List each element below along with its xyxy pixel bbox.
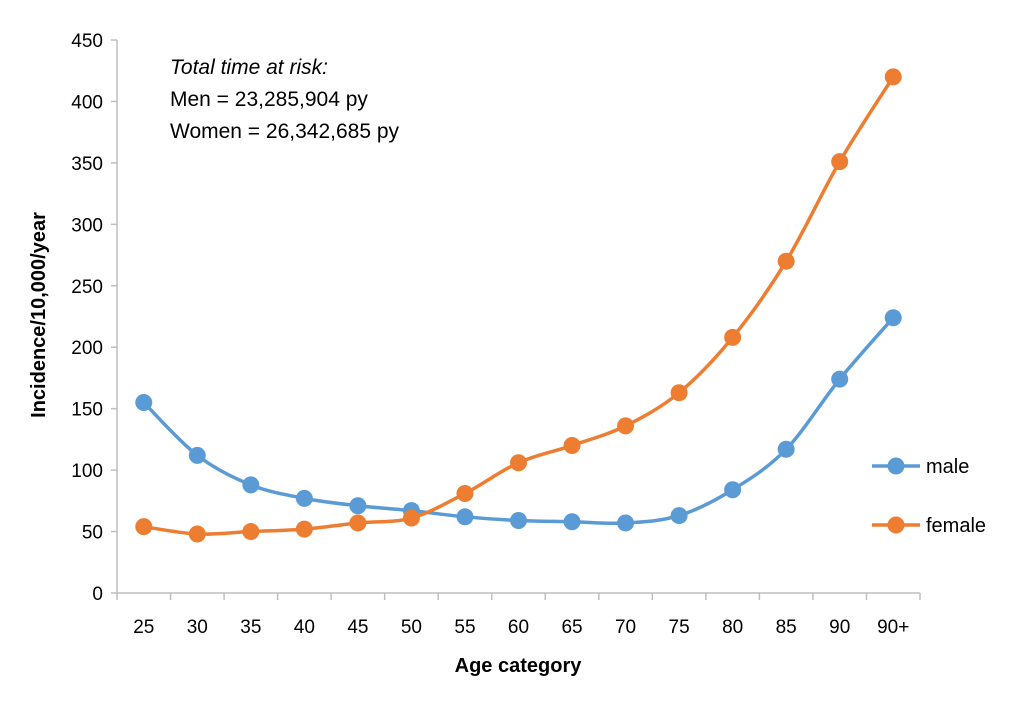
- x-tick-label: 50: [401, 617, 422, 638]
- x-tick-label: 30: [187, 617, 208, 638]
- data-point-male: [456, 508, 474, 526]
- data-point-male: [242, 476, 260, 494]
- data-point-female: [617, 417, 635, 435]
- y-tick-label: 100: [71, 461, 103, 482]
- data-point-male: [724, 481, 742, 499]
- x-tick-label: 90+: [877, 617, 909, 638]
- data-point-female: [295, 520, 313, 538]
- data-point-male: [884, 309, 902, 327]
- y-tick-label: 350: [71, 154, 103, 175]
- legend-label-male: male: [926, 456, 969, 478]
- y-tick-label: 150: [71, 400, 103, 421]
- legend-marker-male: [887, 457, 905, 475]
- series-line-male: [142, 316, 895, 526]
- y-axis-ticks: 0 50 100 150 200 250 300 350 400 450: [71, 31, 117, 605]
- y-tick-label: 50: [82, 523, 103, 544]
- x-tick-label: 45: [347, 617, 368, 638]
- data-point-female: [831, 153, 849, 171]
- data-point-male: [617, 514, 635, 532]
- x-tick-label: 55: [454, 617, 475, 638]
- y-tick-label: 450: [71, 31, 103, 52]
- legend-label-female: female: [926, 515, 986, 537]
- y-tick-label: 200: [71, 338, 103, 359]
- y-tick-label: 300: [71, 215, 103, 236]
- data-point-female: [135, 518, 153, 536]
- data-point-female: [188, 525, 206, 543]
- series-female: [135, 68, 902, 543]
- y-tick-label: 400: [71, 92, 103, 113]
- legend-item-male: male: [872, 456, 969, 478]
- legend-item-female: female: [872, 515, 986, 537]
- data-point-male: [349, 497, 367, 515]
- data-point-male: [670, 507, 688, 525]
- x-tick-label: 90: [829, 617, 850, 638]
- series-male: [135, 309, 902, 532]
- data-point-male: [777, 440, 795, 458]
- x-tick-label: 75: [669, 617, 690, 638]
- legend: male female: [872, 456, 986, 537]
- annotation-title: Total time at risk:: [170, 56, 328, 79]
- x-tick-label: 35: [240, 617, 261, 638]
- annotation-women: Women = 26,342,685 py: [170, 120, 400, 143]
- legend-marker-female: [887, 516, 905, 534]
- data-point-male: [295, 489, 313, 507]
- series-layer: [135, 68, 902, 543]
- data-point-female: [349, 514, 367, 532]
- data-point-female: [402, 509, 420, 527]
- data-point-female: [242, 523, 260, 541]
- data-point-female: [563, 437, 581, 455]
- data-point-male: [831, 370, 849, 388]
- x-axis-ticks: 25 30 35 40 45 50 55 60 65 70 75 80 85 90 90+: [116, 593, 921, 638]
- x-tick-label: 60: [508, 617, 529, 638]
- x-tick-label: 25: [133, 617, 154, 638]
- annotation: Total time at risk: Men = 23,285,904 py …: [170, 56, 400, 143]
- data-point-female: [456, 484, 474, 502]
- y-tick-label: 0: [92, 584, 103, 605]
- data-point-male: [563, 513, 581, 531]
- y-axis-title: Incidence/10,000/year: [28, 212, 50, 418]
- data-point-female: [724, 328, 742, 346]
- data-point-female: [670, 384, 688, 402]
- data-point-female: [884, 68, 902, 86]
- x-tick-label: 70: [615, 617, 636, 638]
- axes: 0 50 100 150 200 250 300 350 400 450 25 30 35 40 45 50…: [71, 31, 921, 638]
- data-point-male: [135, 394, 153, 412]
- data-point-female: [777, 252, 795, 270]
- x-tick-label: 80: [722, 617, 743, 638]
- data-point-male: [510, 511, 527, 529]
- x-axis-title: Age category: [455, 655, 583, 677]
- data-point-male: [188, 446, 206, 464]
- x-tick-label: 40: [294, 617, 315, 638]
- x-tick-label: 85: [776, 617, 797, 638]
- x-tick-label: 65: [561, 617, 582, 638]
- y-tick-label: 250: [71, 277, 103, 298]
- data-point-female: [510, 454, 527, 472]
- annotation-men: Men = 23,285,904 py: [170, 88, 368, 111]
